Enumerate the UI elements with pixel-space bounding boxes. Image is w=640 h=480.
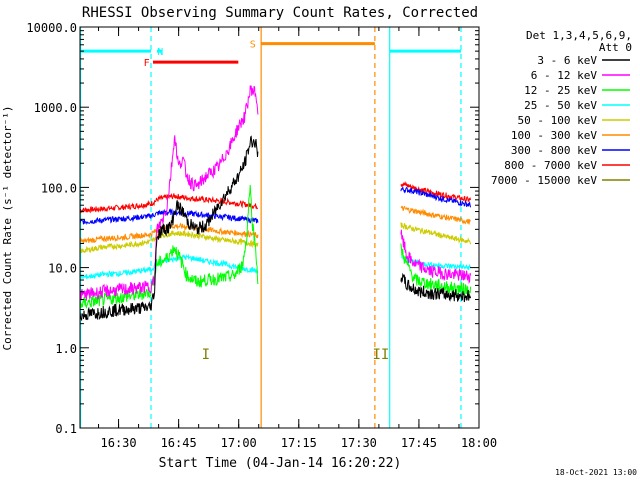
- series-line-50-100keV: [400, 222, 472, 245]
- series-line-100-300keV: [400, 205, 471, 225]
- flag-bar-label: N: [157, 47, 163, 58]
- legend: Det 1,3,4,5,6,9,Att 03 - 6 keV 6 - 12 keV…: [491, 29, 632, 187]
- series-line-25-50keV: [79, 253, 259, 280]
- x-tick-label: 17:30: [341, 436, 377, 450]
- x-tick-label: 17:00: [221, 436, 257, 450]
- axes: 0.1 1.0 10.0 100.0 1000.0 10000.0 16:30 16:45 17…: [26, 21, 497, 450]
- series-line-6-12keV: [79, 85, 259, 301]
- series-line-300-800keV: [400, 186, 472, 208]
- x-axis-label: Start Time (04-Jan-14 16:20:22): [159, 456, 402, 471]
- series-line-3-6keV: [79, 135, 259, 321]
- legend-label: 800 - 7000 keV: [504, 159, 597, 172]
- legend-label: 7000 - 15000 keV: [491, 174, 597, 187]
- x-tick-label: 16:45: [161, 436, 197, 450]
- y-tick-label: 100.0: [41, 181, 77, 195]
- legend-label: 300 - 800 keV: [511, 144, 597, 157]
- y-tick-label: 1000.0: [34, 101, 77, 115]
- flag-bar-label: F: [144, 58, 150, 69]
- footer-timestamp: 18-Oct-2021 13:00: [555, 468, 637, 477]
- series-line-300-800keV: [79, 208, 259, 226]
- region-label: I: [202, 347, 210, 363]
- x-tick-label: 17:15: [281, 436, 317, 450]
- legend-header: Det 1,3,4,5,6,9,: [526, 29, 632, 42]
- series-line-50-100keV: [79, 229, 259, 254]
- y-tick-label: 10.0: [48, 262, 77, 276]
- y-axis-label: Corrected Count Rate (s⁻¹ detector⁻¹): [1, 105, 14, 350]
- chart-title: RHESSI Observing Summary Count Rates, Co…: [82, 5, 478, 21]
- series-line-6-12keV: [400, 229, 472, 284]
- flag-bar-label: S: [250, 40, 256, 51]
- legend-label: 25 - 50 keV: [524, 99, 597, 112]
- y-tick-label: 10000.0: [26, 21, 77, 35]
- series-line-800-7000keV: [400, 180, 472, 203]
- x-tick-label: 16:30: [101, 436, 137, 450]
- series-line-12-25keV: [79, 184, 259, 309]
- x-tick-label: 17:45: [401, 436, 437, 450]
- y-tick-label: 0.1: [55, 422, 77, 436]
- y-tick-label: 1.0: [55, 342, 77, 356]
- legend-label: 100 - 300 keV: [511, 129, 597, 142]
- series-line-800-7000keV: [79, 193, 259, 214]
- series-line-3-6keV: [400, 272, 472, 303]
- legend-label: 12 - 25 keV: [524, 84, 597, 97]
- legend-label: 50 - 100 keV: [518, 114, 598, 127]
- x-tick-label: 18:00: [461, 436, 497, 450]
- series-line-12-25keV: [400, 243, 472, 297]
- region-label: II: [372, 347, 389, 363]
- legend-header: Att 0: [599, 41, 632, 54]
- legend-label: 3 - 6 keV: [537, 54, 597, 67]
- legend-label: 6 - 12 keV: [531, 69, 598, 82]
- plot-frame: [79, 26, 480, 429]
